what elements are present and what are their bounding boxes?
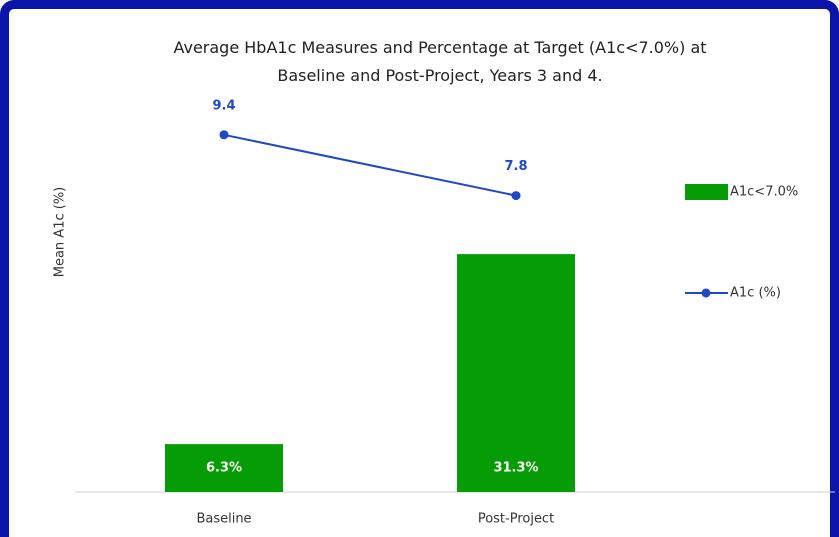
bar-value-label: 6.3% xyxy=(206,461,242,476)
line-marker xyxy=(511,191,521,201)
line-value-label: 7.8 xyxy=(504,159,527,174)
bar xyxy=(457,254,575,492)
x-tick-label: Baseline xyxy=(196,512,251,527)
legend-label: A1c<7.0% xyxy=(730,185,798,200)
legend-label: A1c (%) xyxy=(730,286,781,301)
line-value-label: 9.4 xyxy=(212,98,235,113)
x-tick-label: Post-Project xyxy=(478,512,554,527)
bar xyxy=(165,444,283,492)
chart-title: Average HbA1c Measures and Percentage at… xyxy=(173,38,707,85)
bar-value-label: 31.3% xyxy=(493,461,538,476)
line-marker xyxy=(219,130,229,140)
legend-swatch xyxy=(685,184,728,200)
y-axis-label: Mean A1c (%) xyxy=(53,187,68,278)
line xyxy=(223,133,517,197)
legend-marker xyxy=(701,288,711,298)
